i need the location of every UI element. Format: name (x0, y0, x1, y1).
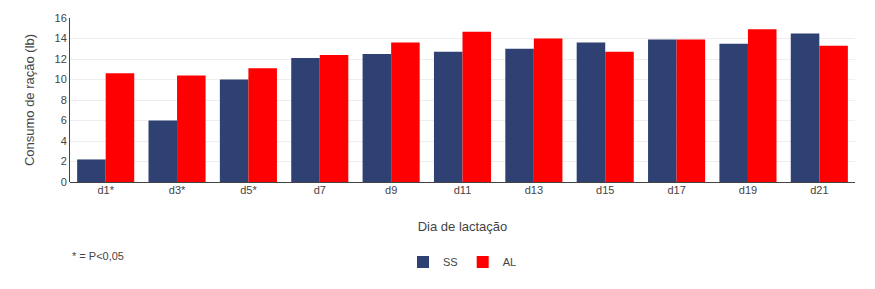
svg-text:2: 2 (61, 155, 67, 167)
svg-text:d7: d7 (314, 184, 326, 196)
svg-text:d3*: d3* (169, 184, 186, 196)
svg-text:d13: d13 (525, 184, 543, 196)
svg-text:d1*: d1* (97, 184, 114, 196)
svg-text:0: 0 (61, 176, 67, 188)
svg-text:d19: d19 (739, 184, 757, 196)
svg-text:d15: d15 (596, 184, 614, 196)
svg-text:* = P<0,05: * = P<0,05 (72, 250, 124, 262)
svg-text:14: 14 (55, 32, 67, 44)
svg-text:d5*: d5* (240, 184, 257, 196)
svg-text:16: 16 (55, 12, 67, 24)
svg-text:AL: AL (503, 256, 516, 268)
svg-text:Consumo de ração (lb): Consumo de ração (lb) (22, 34, 37, 166)
svg-text:d21: d21 (810, 184, 828, 196)
svg-text:8: 8 (61, 94, 67, 106)
svg-text:d9: d9 (385, 184, 397, 196)
svg-text:4: 4 (61, 135, 67, 147)
svg-text:6: 6 (61, 114, 67, 126)
svg-text:Dia de lactação: Dia de lactação (418, 219, 508, 234)
svg-text:12: 12 (55, 53, 67, 65)
svg-text:d11: d11 (454, 184, 472, 196)
svg-text:d17: d17 (667, 184, 685, 196)
svg-text:10: 10 (55, 73, 67, 85)
svg-text:SS: SS (443, 256, 458, 268)
